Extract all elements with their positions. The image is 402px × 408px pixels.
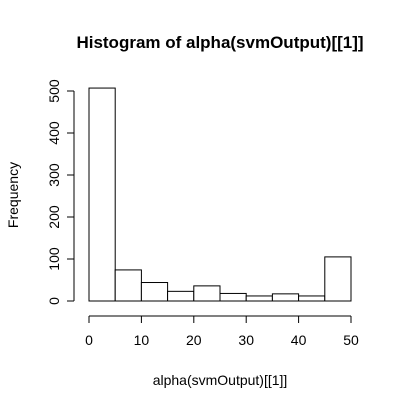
y-axis: 0 100 200 300 400 500 bbox=[46, 79, 75, 305]
histogram-bar bbox=[298, 295, 326, 302]
histogram-bar bbox=[88, 87, 116, 302]
x-axis: 0 10 20 30 40 50 bbox=[85, 315, 359, 348]
histogram-bar bbox=[114, 269, 142, 302]
histogram-bar bbox=[219, 292, 247, 302]
x-tick-label: 40 bbox=[291, 332, 307, 348]
y-tick-label: 0 bbox=[46, 297, 62, 305]
histogram-bar bbox=[140, 282, 169, 302]
x-tick-label: 50 bbox=[343, 332, 359, 348]
histogram-bar bbox=[167, 290, 195, 302]
x-tick-label: 20 bbox=[186, 332, 202, 348]
x-tick-label: 10 bbox=[134, 332, 150, 348]
y-tick-label: 200 bbox=[46, 205, 62, 229]
histogram-bar bbox=[245, 295, 273, 302]
histogram-bar bbox=[271, 293, 300, 302]
x-tick-label: 0 bbox=[85, 332, 93, 348]
y-axis-label: Frequency bbox=[5, 162, 21, 228]
x-axis-label: alpha(svmOutput)[[1]] bbox=[153, 372, 288, 388]
x-tick-label: 30 bbox=[238, 332, 254, 348]
y-tick-label: 100 bbox=[46, 247, 62, 271]
bars-group bbox=[88, 87, 352, 302]
histogram-bar bbox=[193, 285, 221, 302]
chart-title: Histogram of alpha(svmOutput)[[1]] bbox=[76, 33, 363, 52]
y-tick-label: 500 bbox=[46, 79, 62, 103]
y-tick-label: 400 bbox=[46, 121, 62, 145]
histogram-bar bbox=[324, 256, 352, 302]
y-tick-label: 300 bbox=[46, 163, 62, 187]
